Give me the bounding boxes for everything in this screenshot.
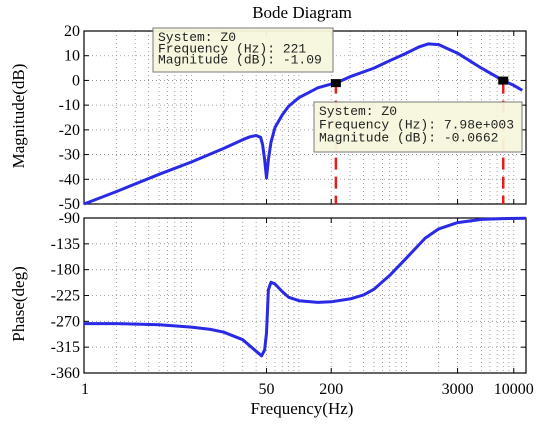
y-tick-label: -225 — [51, 288, 80, 305]
phase-series-line — [84, 216, 527, 358]
datatip-system: System: Z0 — [319, 104, 397, 119]
datatip-marker — [330, 79, 341, 88]
phase-y-axis-label: Phase(deg) — [9, 266, 28, 342]
x-axis-label: Frequency(Hz) — [251, 399, 354, 418]
y-tick-label: -315 — [51, 339, 80, 356]
y-tick-label: -10 — [59, 97, 80, 114]
x-tick-label: 10000 — [494, 381, 534, 398]
y-tick-label: -40 — [59, 171, 80, 188]
datatip-box — [313, 101, 523, 153]
phase-panel: -90 -135 -180 -225 -270 -315 -360 — [51, 210, 527, 382]
x-tick-label: 50 — [259, 381, 275, 398]
datatip-system: System: Z0 — [158, 30, 236, 45]
x-tick-label: 200 — [319, 381, 343, 398]
y-tick-label: -360 — [51, 365, 80, 382]
datatip-box — [152, 27, 334, 73]
y-tick-label: -135 — [51, 236, 80, 253]
chart-title: Bode Diagram — [252, 3, 352, 22]
y-tick-label: 20 — [64, 23, 80, 40]
y-tick-label: -90 — [59, 210, 80, 227]
y-tick-label: 0 — [72, 72, 80, 89]
magnitude-y-axis-label: Magnitude(dB) — [9, 64, 28, 169]
x-tick-label: 1 — [81, 381, 89, 398]
y-tick-label: 10 — [64, 48, 80, 65]
datatip-magnitude: Magnitude (dB): -1.09 — [158, 53, 322, 68]
y-tick-label: -180 — [51, 262, 80, 279]
datatip-magnitude: Magnitude (dB): -0.0662 — [319, 131, 498, 146]
y-tick-label: -20 — [59, 122, 80, 139]
datatip-frequency: Frequency (Hz): 221 — [158, 41, 306, 56]
magnitude-series-line — [83, 42, 524, 206]
y-tick-label: -270 — [51, 313, 80, 330]
datatip-marker — [498, 76, 509, 85]
x-tick-label: 3000 — [442, 381, 474, 398]
datatip-frequency: Frequency (Hz): 7.98e+003 — [319, 117, 514, 132]
y-tick-label: -50 — [59, 196, 80, 213]
y-tick-label: -30 — [59, 147, 80, 164]
